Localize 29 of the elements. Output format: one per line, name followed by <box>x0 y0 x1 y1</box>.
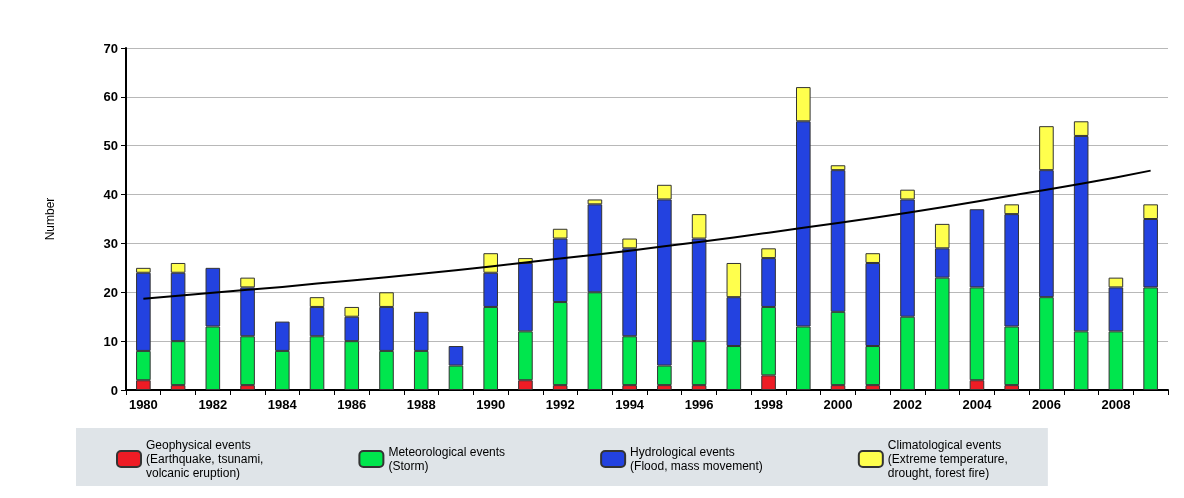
x-tick-label: 1980 <box>128 397 158 412</box>
y-tick-label: 10 <box>103 333 118 349</box>
y-tick-label: 40 <box>103 187 118 203</box>
y-tick-label: 60 <box>103 89 118 105</box>
legend-label: Climatological events (Extreme temperature, drought, forest fire) <box>887 438 1008 480</box>
x-tick-label: 1992 <box>545 397 575 412</box>
x-tick-label: 1982 <box>198 397 228 412</box>
legend-label: Meteorological events (Storm) <box>388 445 506 473</box>
y-tick-label: 20 <box>103 284 118 300</box>
x-tick-label: 1984 <box>267 397 298 412</box>
x-tick-label: 2004 <box>962 397 993 412</box>
x-tick-label: 2000 <box>823 397 853 412</box>
y-tick-label: 30 <box>103 235 118 251</box>
x-tick-label: 1998 <box>754 397 784 412</box>
x-tick-label: 2002 <box>893 397 922 412</box>
legend-label: Hydrological events (Flood, mass movement) <box>630 445 763 473</box>
x-tick-label: 2006 <box>1031 397 1061 412</box>
y-axis-title: Number <box>43 197 57 241</box>
x-tick-label: 1986 <box>337 397 367 412</box>
y-tick-label: 50 <box>103 138 118 154</box>
y-tick-label: 0 <box>110 382 118 398</box>
line-series <box>142 169 1152 300</box>
legend-label: Geophysical events (Earthquake, tsunami, volcanic eruption) <box>146 438 264 480</box>
x-tick-label: 1990 <box>476 397 506 412</box>
y-tick-label: 70 <box>103 40 118 56</box>
x-tick-label: 1988 <box>406 397 436 412</box>
x-tick-label: 1996 <box>684 397 714 412</box>
x-tick-label: 2008 <box>1101 397 1131 412</box>
x-tick-label: 1994 <box>615 397 645 412</box>
